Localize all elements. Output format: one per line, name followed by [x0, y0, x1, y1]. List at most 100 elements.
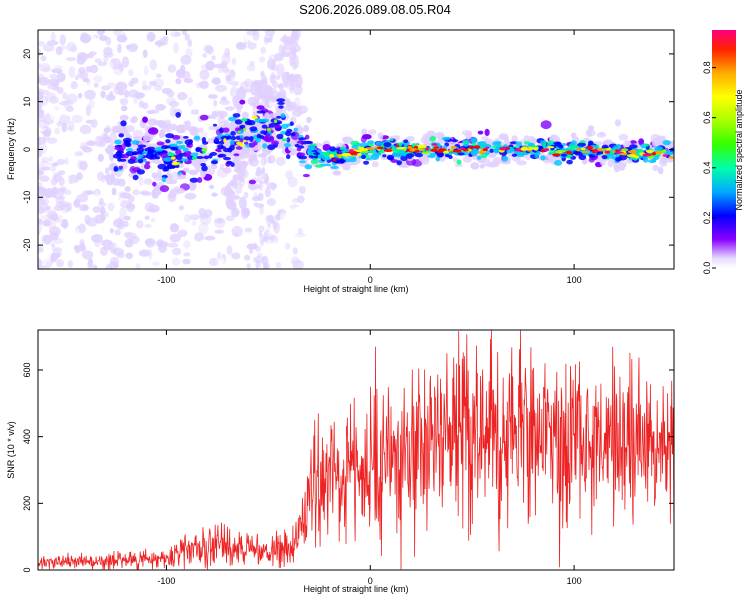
- spectrogram-cell: [185, 120, 191, 128]
- spectrogram-cell: [289, 56, 295, 67]
- spectrogram-cell: [514, 148, 522, 152]
- spectrogram-cell: [276, 115, 282, 119]
- spectrogram-cell: [38, 225, 41, 236]
- spectrogram-cell: [158, 243, 167, 253]
- spectrogram-cell: [289, 121, 294, 126]
- spectrogram-cell: [651, 151, 657, 156]
- spectrogram-cell: [260, 75, 268, 85]
- spectrogram-cell: [195, 166, 201, 173]
- spectrogram-cell: [47, 100, 52, 110]
- spectrogram-cell: [289, 45, 297, 55]
- spectrogram-cell: [234, 119, 243, 125]
- spectrogram-cell: [85, 104, 92, 117]
- spectrogram-cell: [430, 148, 438, 152]
- spectrogram-cell: [137, 158, 144, 164]
- spectrogram-cell: [298, 137, 307, 141]
- spectrogram-cell: [39, 62, 51, 73]
- spectrogram-cell: [212, 123, 218, 127]
- spectrogram-cell: [330, 166, 339, 169]
- spectrogram-cell: [281, 243, 294, 250]
- spectrogram-cell: [312, 152, 321, 156]
- spectrogram-cell: [38, 62, 42, 67]
- spectrogram-cell: [229, 139, 235, 145]
- spectrogram-cell: [302, 173, 310, 178]
- spectrogram-cell: [118, 165, 124, 170]
- spectrogram-cell: [41, 259, 47, 267]
- spectrogram-cell: [259, 204, 264, 216]
- spectrogram-cell: [219, 114, 225, 120]
- spectrogram-cell: [256, 105, 265, 110]
- spectrogram-cell: [222, 147, 231, 153]
- spectrogram-cell: [48, 226, 61, 237]
- spectrogram-x-label: Height of straight line (km): [303, 284, 408, 294]
- spectrogram-cell: [219, 127, 224, 134]
- spectrogram-cell: [199, 80, 209, 90]
- spectrogram-cell: [370, 154, 380, 160]
- spectrogram-cell: [170, 146, 178, 151]
- spectrogram-cell: [613, 162, 621, 169]
- spectrogram-cell: [146, 110, 156, 114]
- spectrogram-cell: [236, 104, 244, 110]
- spectrogram-cell: [303, 125, 310, 133]
- spectrogram-cell: [114, 139, 122, 145]
- spectrogram-cell: [42, 43, 55, 52]
- spectrogram-cell: [79, 204, 89, 212]
- spectrogram-cell: [161, 145, 169, 150]
- spectrogram-cell: [120, 105, 128, 112]
- spectrogram-cell: [102, 192, 112, 204]
- spectrogram-cell: [621, 148, 629, 152]
- spectrogram-cell: [190, 152, 199, 157]
- spectrogram-cell: [55, 195, 66, 200]
- spectrogram-cell: [38, 119, 49, 129]
- spectrogram-cell: [113, 30, 123, 37]
- spectrogram-cell: [329, 146, 337, 152]
- spectrogram-cell: [109, 228, 114, 234]
- spectrogram-cell: [482, 157, 491, 167]
- spectrogram-cell: [162, 167, 167, 172]
- spectrogram-cell: [293, 84, 303, 96]
- spectrogram-cell: [180, 54, 192, 65]
- spectrogram-cell: [668, 156, 674, 159]
- spectrogram-cell: [56, 121, 62, 127]
- spectrogram-cell: [394, 152, 403, 158]
- spectrogram-cell: [74, 75, 80, 81]
- spectrogram-cell: [335, 159, 345, 164]
- spectrogram-cell: [118, 133, 124, 138]
- spectrogram-cell: [332, 170, 342, 176]
- spectrogram-cell: [38, 88, 45, 95]
- spectrogram-cell: [171, 257, 181, 266]
- spectrogram-cell: [226, 245, 233, 255]
- spectrogram-cell: [41, 67, 52, 72]
- spectrogram-cell: [92, 44, 102, 54]
- spectrogram-cell: [259, 234, 265, 245]
- spectrogram-cell: [48, 96, 59, 104]
- spectrogram-cell: [433, 146, 440, 149]
- spectrogram-cell: [225, 215, 235, 222]
- spectrogram-cell: [257, 153, 268, 158]
- spectrogram-cell: [658, 138, 665, 147]
- spectrogram-cell: [123, 231, 133, 238]
- spectrogram-cell: [296, 152, 306, 157]
- spectrogram-cell: [79, 160, 88, 171]
- spectrogram-cell: [179, 174, 187, 180]
- spectrogram-cell: [156, 73, 162, 79]
- spectrogram-cell: [169, 31, 181, 37]
- spectrogram-cell: [49, 58, 58, 71]
- spectrogram-cell: [229, 69, 236, 78]
- spectrogram-cell: [57, 209, 67, 220]
- spectrogram-cell: [351, 144, 359, 149]
- spectrogram-cell: [176, 124, 186, 133]
- spectrogram-cell: [137, 154, 144, 158]
- spectrogram-cell: [217, 218, 223, 224]
- spectrogram-cell: [162, 156, 172, 162]
- spectrogram-cell: [208, 257, 219, 267]
- spectrogram-cell: [199, 114, 209, 121]
- spectrogram-cell: [349, 149, 354, 153]
- spectrogram-cell: [254, 118, 263, 123]
- spectrogram-cell: [67, 202, 72, 212]
- spectrogram-cell: [135, 263, 141, 269]
- spectrogram-cell: [283, 83, 289, 88]
- spectrogram-cell: [555, 150, 560, 154]
- spectrogram-cell: [107, 202, 115, 212]
